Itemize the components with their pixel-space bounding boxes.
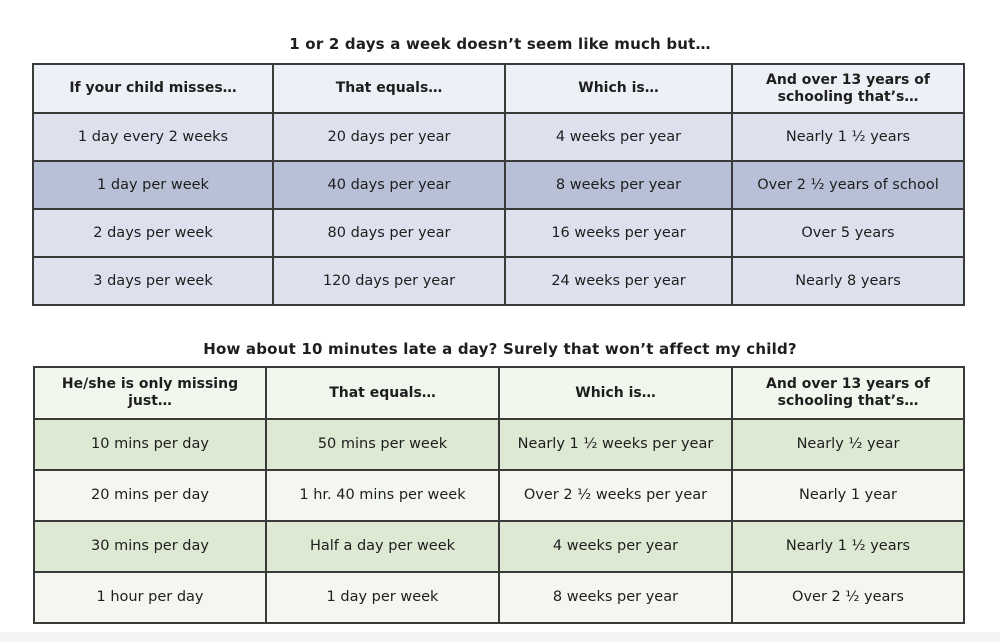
table-cell: 8 weeks per year — [504, 160, 733, 210]
table-cell: Half a day per week — [265, 520, 500, 573]
table-row: 3 days per week 120 days per year 24 wee… — [32, 256, 965, 306]
column-header: That equals… — [265, 366, 500, 420]
table-header-row: If your child misses… That equals… Which… — [32, 63, 965, 114]
table-cell: 120 days per year — [272, 256, 506, 306]
column-header: If your child misses… — [32, 63, 274, 114]
column-header: He/she is only missing just… — [33, 366, 267, 420]
table-row: 1 hour per day 1 day per week 8 weeks pe… — [33, 571, 965, 624]
table-cell: Over 2 ½ years of school — [731, 160, 965, 210]
table-cell: Nearly ½ year — [731, 418, 965, 471]
section2-title: How about 10 minutes late a day? Surely … — [203, 340, 797, 358]
table-cell: 8 weeks per year — [498, 571, 733, 624]
table-row: 1 day per week 40 days per year 8 weeks … — [32, 160, 965, 210]
table-cell: 50 mins per week — [265, 418, 500, 471]
table-cell: Nearly 1 year — [731, 469, 965, 522]
table-row: 20 mins per day 1 hr. 40 mins per week O… — [33, 469, 965, 522]
table-cell: 4 weeks per year — [498, 520, 733, 573]
section1-title: 1 or 2 days a week doesn’t seem like muc… — [289, 35, 711, 53]
table-cell: Nearly 1 ½ weeks per year — [498, 418, 733, 471]
table-cell: 40 days per year — [272, 160, 506, 210]
table-cell: 1 hour per day — [33, 571, 267, 624]
table-cell: Nearly 8 years — [731, 256, 965, 306]
table-cell: 20 days per year — [272, 112, 506, 162]
table-cell: 30 mins per day — [33, 520, 267, 573]
column-header: And over 13 years of schooling that’s… — [731, 366, 965, 420]
table-cell: 16 weeks per year — [504, 208, 733, 258]
table-row: 1 day every 2 weeks 20 days per year 4 w… — [32, 112, 965, 162]
absence-table: If your child misses… That equals… Which… — [32, 63, 965, 306]
table-cell: Over 5 years — [731, 208, 965, 258]
table-header-row: He/she is only missing just… That equals… — [33, 366, 965, 420]
table-cell: 20 mins per day — [33, 469, 267, 522]
table-cell: 1 day per week — [32, 160, 274, 210]
column-header: Which is… — [504, 63, 733, 114]
table-cell: 1 day per week — [265, 571, 500, 624]
table-row: 30 mins per day Half a day per week 4 we… — [33, 520, 965, 573]
table-cell: Nearly 1 ½ years — [731, 520, 965, 573]
lateness-table: He/she is only missing just… That equals… — [33, 366, 965, 624]
column-header: And over 13 years of schooling that’s… — [731, 63, 965, 114]
table-cell: Over 2 ½ weeks per year — [498, 469, 733, 522]
table-cell: Nearly 1 ½ years — [731, 112, 965, 162]
table-cell: 1 hr. 40 mins per week — [265, 469, 500, 522]
table-cell: 80 days per year — [272, 208, 506, 258]
column-header: Which is… — [498, 366, 733, 420]
table-cell: 1 day every 2 weeks — [32, 112, 274, 162]
table-row: 10 mins per day 50 mins per week Nearly … — [33, 418, 965, 471]
table-cell: 10 mins per day — [33, 418, 267, 471]
table-cell: 24 weeks per year — [504, 256, 733, 306]
table-cell: 3 days per week — [32, 256, 274, 306]
table-cell: 4 weeks per year — [504, 112, 733, 162]
table-row: 2 days per week 80 days per year 16 week… — [32, 208, 965, 258]
table-cell: 2 days per week — [32, 208, 274, 258]
table-cell: Over 2 ½ years — [731, 571, 965, 624]
bottom-strip — [0, 632, 1000, 642]
column-header: That equals… — [272, 63, 506, 114]
